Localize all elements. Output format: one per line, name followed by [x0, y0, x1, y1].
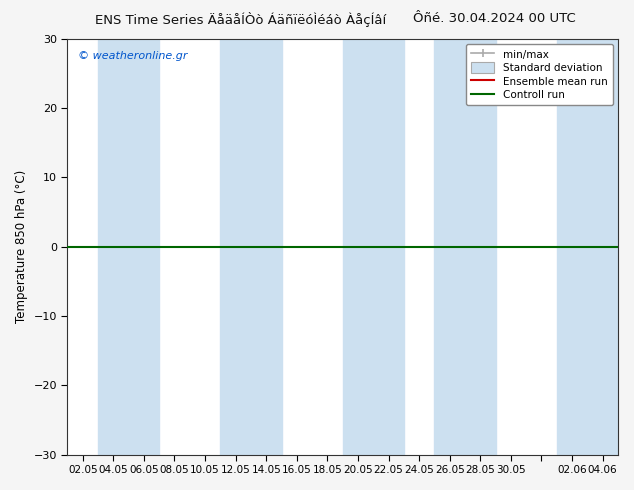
- Y-axis label: Temperature 850 hPa (°C): Temperature 850 hPa (°C): [15, 170, 28, 323]
- Bar: [221, 39, 281, 455]
- Text: © weatheronline.gr: © weatheronline.gr: [79, 51, 188, 61]
- Bar: [434, 39, 496, 455]
- Text: Ôñé. 30.04.2024 00 UTC: Ôñé. 30.04.2024 00 UTC: [413, 12, 576, 25]
- Legend: min/max, Standard deviation, Ensemble mean run, Controll run: min/max, Standard deviation, Ensemble me…: [466, 44, 612, 105]
- Text: ENS Time Series ÄåäåÍÒò ÁäñïëóÌéáò ÀåçÍâí: ENS Time Series ÄåäåÍÒò ÁäñïëóÌéáò ÀåçÍâ…: [95, 12, 387, 27]
- Bar: [98, 39, 159, 455]
- Bar: [342, 39, 404, 455]
- Bar: [557, 39, 618, 455]
